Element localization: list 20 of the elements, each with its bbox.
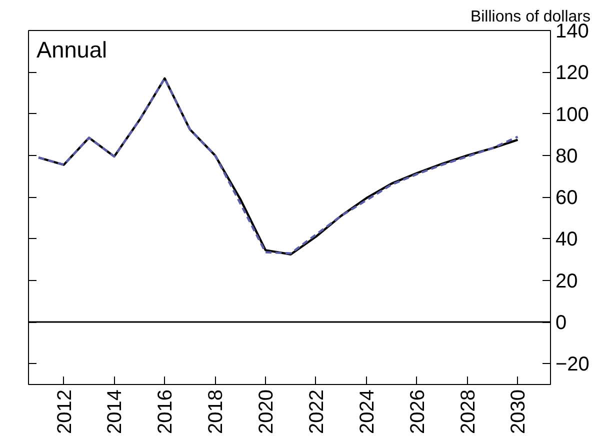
y-tick-label: 40 — [556, 228, 578, 251]
y-tick-label: 100 — [556, 104, 589, 126]
x-tick-label: 2028 — [457, 389, 480, 434]
annotation: Annual — [36, 36, 108, 62]
x-tick-label: 2022 — [306, 389, 328, 434]
x-tick-label: 2012 — [54, 389, 76, 434]
x-tick-label: 2020 — [256, 389, 278, 434]
y-tick-label: 120 — [556, 62, 589, 84]
y-tick-label: 60 — [556, 187, 578, 210]
y-tick-label: 80 — [556, 145, 578, 168]
y-tick-label: 20 — [556, 270, 578, 292]
x-tick-label: 2016 — [154, 389, 177, 434]
x-tick-label: 2014 — [104, 389, 126, 434]
x-tick-label: 2018 — [205, 389, 228, 434]
y-tick-label: 140 — [556, 20, 589, 42]
x-tick-label: 2026 — [406, 389, 429, 434]
y-tick-label: 0 — [556, 312, 567, 334]
x-tick-label: 2030 — [508, 389, 530, 434]
x-tick-label: 2024 — [356, 389, 378, 434]
y-tick-label: −20 — [556, 354, 590, 376]
